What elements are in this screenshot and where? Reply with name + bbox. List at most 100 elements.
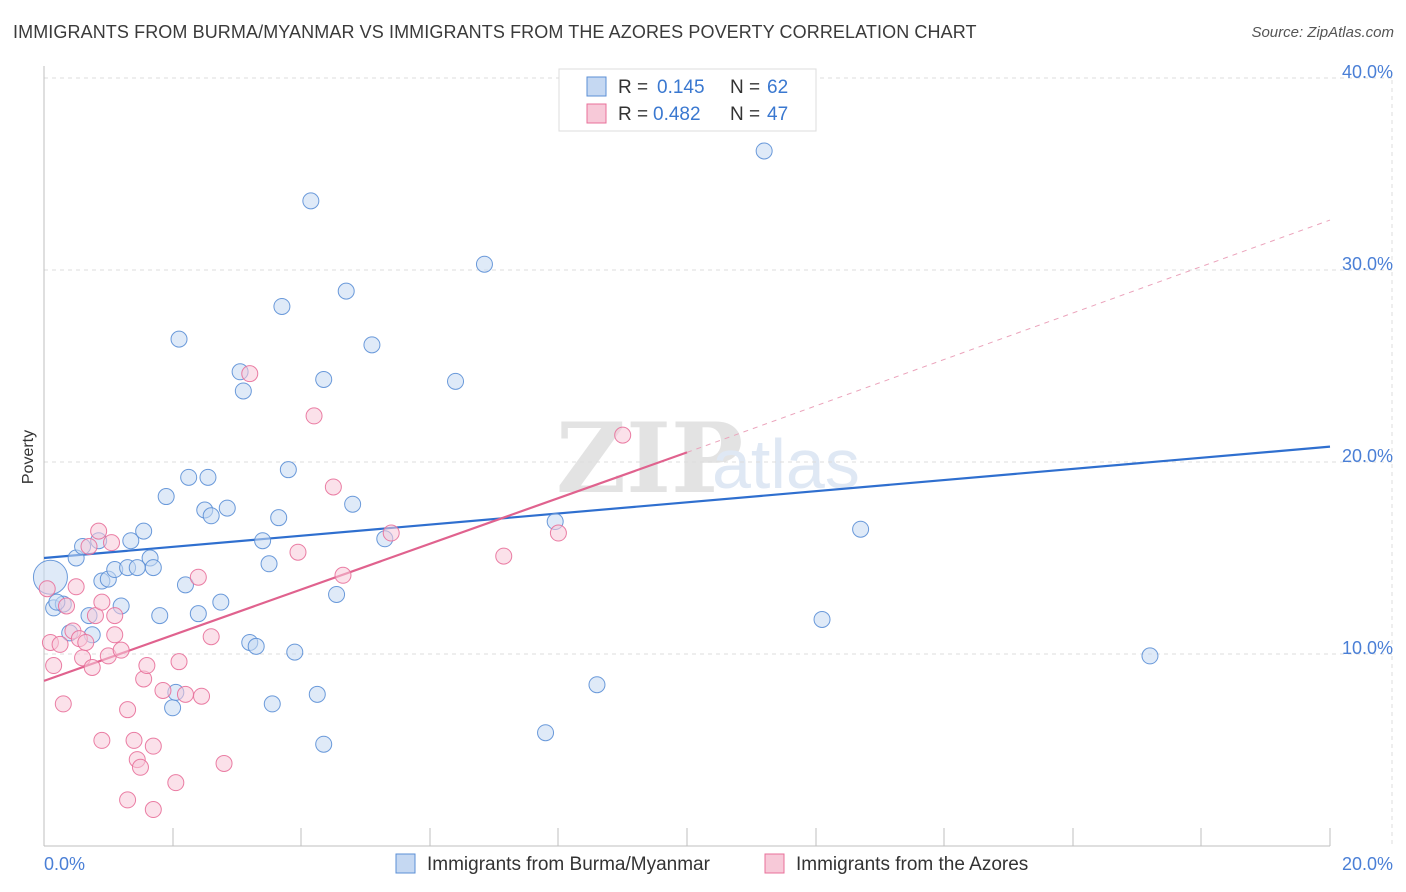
point-azores: [106, 626, 124, 644]
y-tick-label: 10.0%: [1342, 638, 1393, 658]
point-azores: [112, 641, 130, 659]
point-azores: [119, 791, 137, 809]
point-burma: [308, 685, 326, 703]
y-tick-label: 30.0%: [1342, 254, 1393, 274]
point-burma: [254, 532, 272, 550]
point-azores: [202, 628, 220, 646]
point-azores: [83, 658, 101, 676]
point-burma: [260, 555, 278, 573]
series-legend-label-azores: Immigrants from the Azores: [796, 854, 1028, 875]
point-burma: [315, 735, 333, 753]
point-burma: [537, 724, 555, 742]
point-burma: [755, 142, 773, 160]
point-burma: [189, 605, 207, 623]
point-azores: [119, 701, 137, 719]
point-azores: [144, 801, 162, 819]
series-legend-label-burma: Immigrants from Burma/Myanmar: [427, 854, 711, 875]
point-azores: [167, 774, 185, 792]
legend-swatch-pink: [586, 103, 607, 124]
stats-legend: R = 0.145 N = 62 R = 0.482 N = 47: [558, 68, 817, 132]
point-azores: [289, 543, 307, 561]
point-burma: [302, 192, 320, 210]
point-burma: [852, 520, 870, 538]
point-burma: [170, 330, 188, 348]
point-burma: [279, 461, 297, 479]
legend-n-label-2: N =: [730, 104, 760, 125]
point-azores: [549, 524, 567, 542]
point-burma: [1141, 647, 1159, 665]
point-burma: [199, 468, 217, 486]
watermark-atlas: atlas: [712, 425, 860, 503]
point-azores: [80, 537, 98, 555]
point-burma: [164, 699, 182, 717]
point-azores: [382, 524, 400, 542]
legend-r-label-1: R =: [618, 77, 648, 98]
point-burma: [475, 255, 493, 273]
point-azores: [614, 426, 632, 444]
point-burma: [315, 370, 333, 388]
trend-line-azores-extension: [686, 219, 1331, 453]
x-tick-label: 20.0%: [1342, 854, 1393, 874]
point-azores: [324, 478, 342, 496]
point-azores: [131, 758, 149, 776]
series-legend: Immigrants from Burma/Myanmar Immigrants…: [395, 853, 1028, 875]
point-burma: [212, 593, 230, 611]
point-burma: [144, 559, 162, 577]
point-burma: [363, 336, 381, 354]
watermark-zip: ZIP: [556, 402, 743, 515]
legend-swatch-blue: [586, 76, 607, 97]
point-azores: [193, 687, 211, 705]
series-legend-swatch-azores: [764, 853, 785, 874]
point-burma: [151, 607, 169, 625]
point-azores: [67, 578, 85, 596]
point-burma: [218, 499, 236, 517]
point-burma: [135, 522, 153, 540]
point-azores: [189, 568, 207, 586]
x-tick-label: 0.0%: [44, 854, 85, 874]
source-credit: Source: ZipAtlas.com: [1251, 24, 1394, 41]
point-azores: [90, 522, 108, 540]
y-tick-label: 20.0%: [1342, 446, 1393, 466]
point-burma: [273, 297, 291, 315]
chart-title: IMMIGRANTS FROM BURMA/MYANMAR VS IMMIGRA…: [13, 22, 977, 42]
point-burma: [122, 532, 140, 550]
point-burma: [344, 495, 362, 513]
point-azores: [54, 695, 72, 713]
point-burma: [813, 610, 831, 628]
point-burma: [337, 282, 355, 300]
legend-n-value-2: 47: [767, 104, 788, 125]
y-axis-label: Poverty: [20, 430, 37, 484]
legend-r-value-1: 0.145: [657, 77, 705, 98]
point-burma: [588, 676, 606, 694]
tick-labels: 10.0% 20.0% 30.0% 40.0% 0.0% 20.0%: [44, 62, 1393, 874]
point-azores: [154, 681, 172, 699]
point-azores: [144, 737, 162, 755]
point-burma: [202, 507, 220, 525]
point-azores: [93, 731, 111, 749]
point-azores: [93, 593, 111, 611]
point-burma: [286, 643, 304, 661]
point-burma: [180, 468, 198, 486]
data-points: [32, 142, 1159, 819]
legend-r-value-2: 0.482: [653, 104, 701, 125]
point-azores: [305, 407, 323, 425]
point-burma: [263, 695, 281, 713]
point-azores: [51, 635, 69, 653]
trend-line-azores: [43, 451, 688, 682]
legend-r-label-2: R =: [618, 104, 648, 125]
point-azores: [103, 534, 121, 552]
point-azores: [215, 754, 233, 772]
point-burma: [247, 637, 265, 655]
legend-n-value-1: 62: [767, 77, 788, 98]
point-azores: [170, 653, 188, 671]
point-azores: [58, 597, 76, 615]
point-azores: [125, 731, 143, 749]
point-azores: [45, 657, 63, 675]
legend-n-label-1: N =: [730, 77, 760, 98]
point-burma: [328, 585, 346, 603]
point-azores: [334, 566, 352, 584]
point-azores: [241, 365, 259, 383]
point-burma: [270, 509, 288, 527]
series-legend-swatch-burma: [395, 853, 416, 874]
y-tick-label: 40.0%: [1342, 62, 1393, 82]
